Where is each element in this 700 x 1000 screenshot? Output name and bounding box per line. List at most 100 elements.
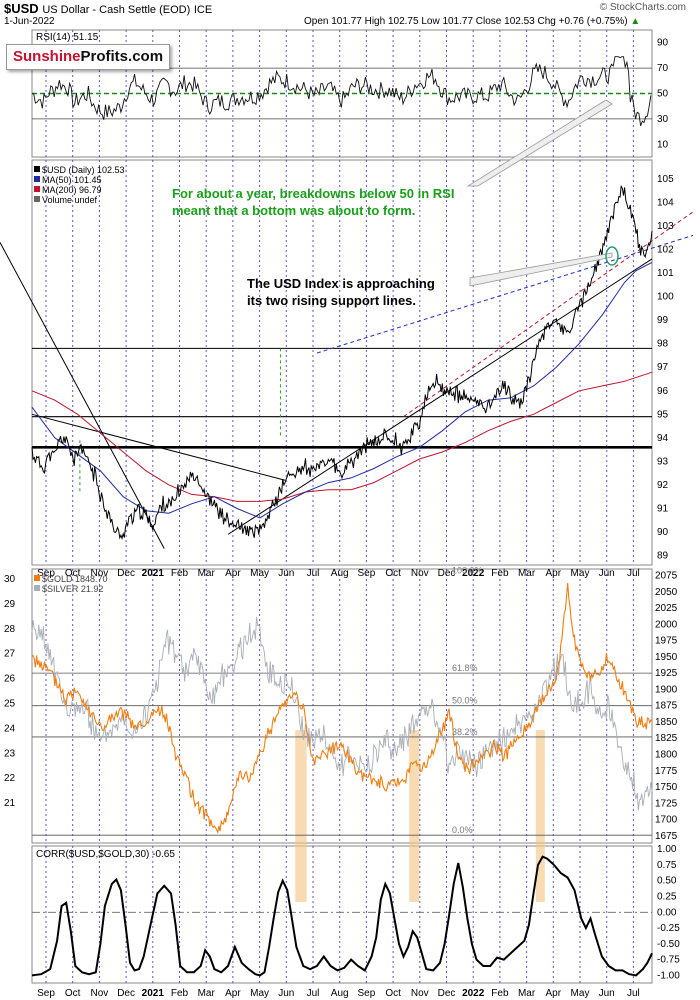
rsi-tick-label: 10 xyxy=(657,139,669,150)
gold-legend-item: $GOLD 1848.70 xyxy=(42,574,108,584)
month-label: Apr xyxy=(546,568,562,579)
silver-tick-label: 27 xyxy=(4,649,16,660)
price-tick-label: 90 xyxy=(657,527,669,538)
rsi-note-line-1: For about a year, breakdowns below 50 in… xyxy=(172,186,454,201)
silver-line xyxy=(31,616,653,811)
fib-label: 0.0% xyxy=(452,825,473,835)
rsi-note-pointer xyxy=(466,99,613,187)
month-label: 2021 xyxy=(142,988,165,999)
silver-tick-label: 22 xyxy=(4,773,16,784)
price-tick-label: 96 xyxy=(657,386,669,397)
month-label: Nov xyxy=(91,988,109,999)
corr-tick-label: -1.00 xyxy=(657,970,680,981)
chart-header: $USD US Dollar - Cash Settle (EOD) ICE xyxy=(4,1,212,16)
month-label: Apr xyxy=(225,568,241,579)
rsi-line xyxy=(31,56,652,126)
corr-tick-label: 0.75 xyxy=(657,860,677,871)
month-label: Sep xyxy=(358,568,376,579)
month-label: Sep xyxy=(37,988,55,999)
corr-tick-label: -0.25 xyxy=(657,923,680,934)
corr-tick-label: 1.00 xyxy=(657,844,677,855)
legend-swatch xyxy=(34,585,40,591)
gold-tick-label: 1975 xyxy=(655,636,678,647)
month-label: Oct xyxy=(385,988,401,999)
price-tick-label: 103 xyxy=(657,221,674,232)
logo-part-2: Profits.com xyxy=(80,48,164,65)
silver-tick-label: 30 xyxy=(4,574,16,585)
rising-support-line xyxy=(227,258,653,535)
price-legend-item: Volume undef xyxy=(42,195,98,205)
month-label: Sep xyxy=(37,568,55,579)
gold-tick-label: 1850 xyxy=(655,717,678,728)
month-label: Mar xyxy=(198,988,216,999)
month-label: Feb xyxy=(491,568,509,579)
chart-date: 1-Jun-2022 xyxy=(4,16,55,27)
correlation-highlights xyxy=(295,730,545,902)
month-label: May xyxy=(250,568,269,579)
gold-tick-label: 1775 xyxy=(655,766,678,777)
fib-label: 61.8% xyxy=(452,663,478,673)
rsi-tick-label: 30 xyxy=(657,114,669,125)
correlation-peak-highlight xyxy=(295,730,307,902)
month-label: Jul xyxy=(627,568,640,579)
gold-tick-label: 2075 xyxy=(655,571,678,582)
silver-tick-label: 24 xyxy=(4,723,16,734)
price-tick-label: 89 xyxy=(657,551,669,562)
blue-dashed-channel xyxy=(316,234,694,354)
price-tick-label: 95 xyxy=(657,409,669,420)
gold-tick-label: 1700 xyxy=(655,815,678,826)
corr-tick-label: 0.50 xyxy=(657,876,677,887)
month-label: 2022 xyxy=(462,988,485,999)
panel-frame-price xyxy=(31,159,653,566)
month-label: May xyxy=(571,988,590,999)
rsi-tick-label: 50 xyxy=(657,89,669,100)
gold-tick-label: 2000 xyxy=(655,619,678,630)
gold-tick-label: 1675 xyxy=(655,831,678,842)
month-label: Jul xyxy=(307,988,320,999)
red-dashed-support xyxy=(403,211,694,418)
gold-tick-label: 1800 xyxy=(655,749,678,760)
series-lines xyxy=(31,56,653,977)
month-label: Sep xyxy=(358,988,376,999)
long-downtrend-line xyxy=(0,242,165,549)
price-tick-label: 92 xyxy=(657,480,669,491)
chart-labels: Sep Oct Nov Dec 2021 Feb Mar Apr May Jun Jul Aug Sep… xyxy=(4,32,680,999)
month-label: Jun xyxy=(599,568,615,579)
month-label: Aug xyxy=(331,988,349,999)
legend-swatch xyxy=(34,575,40,581)
corr-tick-label: 0.25 xyxy=(657,892,677,903)
month-label: Dec xyxy=(117,568,135,579)
usd-price-line xyxy=(31,185,653,540)
month-label: Oct xyxy=(65,568,81,579)
price-tick-label: 93 xyxy=(657,456,669,467)
month-label: Aug xyxy=(331,568,349,579)
month-label: Nov xyxy=(411,568,429,579)
rsi-tick-label: 70 xyxy=(657,63,669,74)
month-label: Jun xyxy=(278,568,294,579)
price-tick-label: 98 xyxy=(657,339,669,350)
fib-label: 38.2% xyxy=(452,727,478,737)
price-tick-label: 99 xyxy=(657,315,669,326)
silver-tick-label: 21 xyxy=(4,798,16,809)
up-triangle-icon: ▲ xyxy=(630,16,641,27)
month-label: May xyxy=(250,988,269,999)
legend-swatch xyxy=(34,186,40,192)
month-label: Mar xyxy=(198,568,216,579)
month-label: May xyxy=(571,568,590,579)
rsi-note-line-2: meant that a bottom was about to form. xyxy=(172,203,415,218)
month-label: Dec xyxy=(438,568,456,579)
price-tick-label: 102 xyxy=(657,244,674,255)
sunshine-profits-logo: SunshineProfits.com xyxy=(6,44,171,70)
gold-tick-label: 1750 xyxy=(655,782,678,793)
fib-label: 100.0% xyxy=(452,566,483,576)
support-circle xyxy=(605,246,619,266)
ma50-line xyxy=(31,261,653,519)
silver-tick-label: 26 xyxy=(4,674,16,685)
corr-tick-label: -0.75 xyxy=(657,955,680,966)
ohlc-summary: Open 101.77 High 102.75 Low 101.77 Close… xyxy=(304,16,640,27)
price-tick-label: 100 xyxy=(657,292,674,303)
month-label: Nov xyxy=(411,988,429,999)
silver-tick-label: 28 xyxy=(4,624,16,635)
month-label: Jul xyxy=(627,988,640,999)
